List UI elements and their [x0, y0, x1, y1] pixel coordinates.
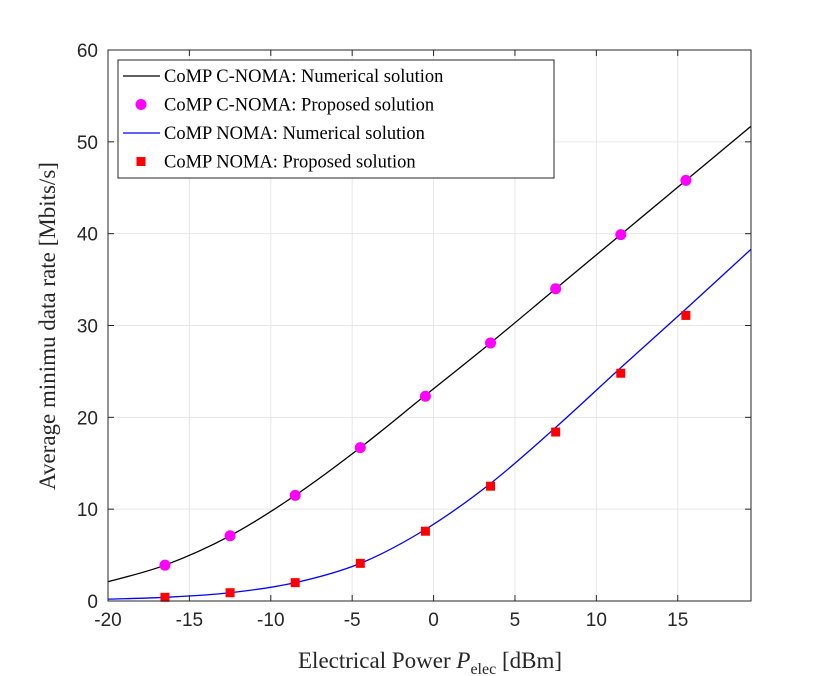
series-comp-noma-proposed-solution: [160, 310, 691, 602]
data-point: [355, 558, 365, 568]
data-point: [160, 592, 170, 602]
legend-label: CoMP C-NOMA: Numerical solution: [164, 67, 443, 87]
x-tick-label: -15: [176, 610, 203, 631]
legend-swatch-circle: [135, 99, 147, 110]
data-point: [354, 442, 366, 454]
data-point: [616, 368, 626, 378]
data-point: [486, 481, 496, 491]
legend: CoMP C-NOMA: Numerical solution CoMP C-NO…: [117, 59, 555, 179]
y-tick-label: 30: [77, 317, 98, 338]
data-point: [289, 489, 301, 501]
data-point: [225, 588, 235, 598]
legend-entry: CoMP NOMA: Numerical solution: [123, 124, 425, 144]
x-tick-label: -10: [257, 610, 284, 631]
data-point: [159, 559, 171, 571]
data-point: [419, 390, 431, 402]
series-line: [107, 125, 752, 583]
y-tick-label: 0: [87, 592, 98, 613]
legend-label: CoMP C-NOMA: Proposed solution: [164, 96, 434, 116]
x-axis-label-unit: [dBm]: [502, 648, 562, 673]
plot-area: [107, 125, 752, 602]
legend-box: [117, 59, 555, 179]
data-point: [550, 283, 562, 295]
y-tick-label: 50: [77, 133, 98, 154]
legend-label: CoMP NOMA: Proposed solution: [164, 153, 416, 173]
legend-label: CoMP NOMA: Numerical solution: [164, 124, 425, 144]
x-axis-label-subscript: elec: [470, 661, 496, 676]
y-tick-label: 60: [77, 41, 98, 62]
data-point: [680, 174, 692, 186]
x-axis-label-symbol: P: [455, 648, 470, 673]
x-tick-label: 0: [428, 610, 439, 631]
series-line: [107, 248, 752, 600]
data-point: [420, 526, 430, 536]
x-tick-label: 5: [510, 610, 521, 631]
data-point: [224, 530, 236, 542]
data-point: [551, 427, 561, 437]
data-point: [290, 578, 300, 588]
series-comp-noma-numerical-solution: [107, 248, 752, 600]
x-tick-label: -20: [94, 610, 121, 631]
legend-entry: CoMP C-NOMA: Numerical solution: [123, 67, 443, 87]
series-comp-c-noma-numerical-solution: [107, 125, 752, 583]
x-tick-label: -5: [344, 610, 361, 631]
data-point: [615, 229, 627, 241]
y-tick-label: 40: [77, 225, 98, 246]
y-axis-label: Average minimu data rate [Mbits/s]: [35, 162, 60, 490]
x-axis-label: Electrical Power Pelec [dBm]: [298, 648, 562, 676]
data-point: [485, 337, 497, 349]
x-tick-label: 15: [667, 610, 688, 631]
x-axis-label-text: Electrical Power: [298, 648, 451, 673]
data-point: [681, 310, 691, 320]
series-comp-c-noma-proposed-solution: [159, 174, 692, 571]
axis-ticks: -20 -15 -10 -5 0 5 10 15 0 10 20 30 40 50 60: [77, 41, 751, 631]
y-tick-label: 20: [77, 408, 98, 429]
legend-entry: CoMP C-NOMA: Proposed solution: [135, 96, 434, 116]
legend-entry: CoMP NOMA: Proposed solution: [136, 153, 416, 173]
x-tick-label: 10: [586, 610, 607, 631]
y-tick-label: 10: [77, 500, 98, 521]
legend-swatch-square: [136, 157, 146, 166]
